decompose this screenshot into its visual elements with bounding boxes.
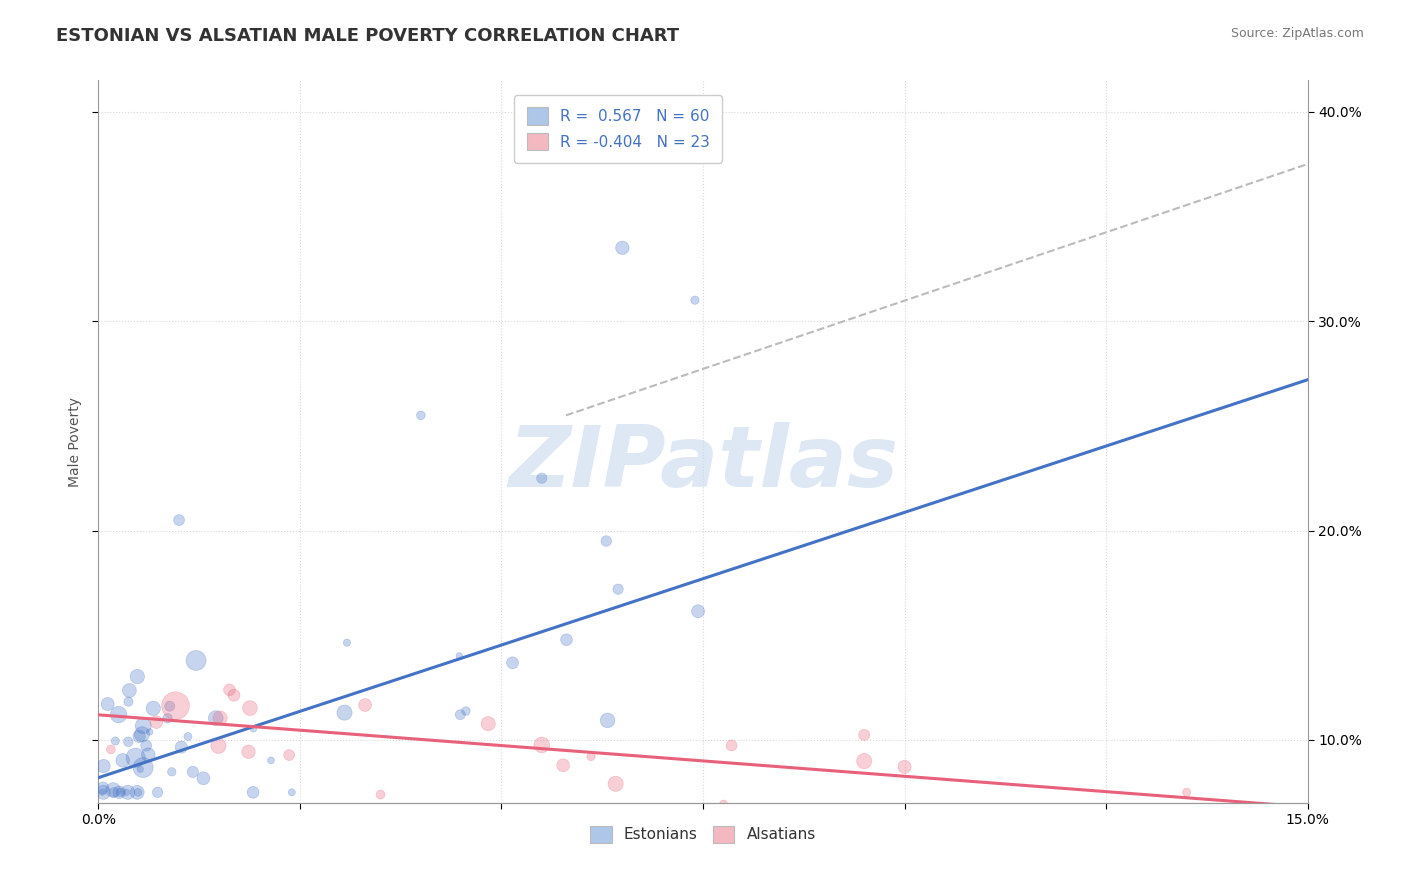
Point: [127, 785, 149, 799]
Point: [612, 241, 634, 255]
Point: [91, 785, 114, 799]
Point: [128, 729, 150, 743]
Legend: Estonians, Alsatians: Estonians, Alsatians: [583, 820, 823, 849]
Point: [184, 653, 207, 667]
Point: [607, 582, 630, 597]
Point: [145, 715, 167, 730]
Point: [124, 751, 146, 765]
Text: ESTONIAN VS ALSATIAN MALE POVERTY CORRELATION CHART: ESTONIAN VS ALSATIAN MALE POVERTY CORREL…: [56, 27, 679, 45]
Point: [242, 785, 264, 799]
Point: [683, 293, 706, 308]
Point: [159, 699, 181, 714]
Point: [449, 648, 471, 663]
Point: [108, 785, 131, 799]
Point: [103, 785, 125, 799]
Text: ZIPatlas: ZIPatlas: [508, 422, 898, 505]
Point: [209, 711, 232, 725]
Point: [117, 735, 139, 749]
Point: [239, 701, 262, 715]
Point: [104, 734, 127, 748]
Point: [136, 747, 159, 762]
Point: [595, 534, 617, 549]
Point: [142, 701, 165, 715]
Point: [278, 747, 301, 762]
Point: [167, 513, 190, 527]
Point: [260, 753, 283, 767]
Point: [115, 785, 138, 799]
Point: [238, 745, 260, 759]
Point: [204, 711, 226, 725]
Point: [103, 783, 125, 797]
Point: [156, 711, 179, 725]
Point: [720, 739, 742, 753]
Point: [713, 797, 735, 811]
Point: [207, 739, 229, 753]
Point: [281, 785, 304, 799]
Point: [336, 636, 359, 650]
Point: [181, 764, 204, 779]
Point: [477, 716, 499, 731]
Point: [530, 471, 553, 485]
Point: [132, 719, 155, 733]
Point: [893, 760, 915, 774]
Point: [218, 682, 240, 697]
Point: [502, 656, 524, 670]
Point: [333, 706, 356, 720]
Point: [579, 749, 602, 764]
Point: [222, 688, 245, 702]
Point: [370, 788, 392, 802]
Point: [853, 728, 876, 742]
Point: [165, 698, 187, 713]
Point: [118, 683, 141, 698]
Point: [100, 742, 122, 756]
Y-axis label: Male Poverty: Male Poverty: [67, 397, 82, 486]
Point: [686, 604, 709, 618]
Point: [91, 785, 114, 799]
Point: [127, 785, 149, 799]
Point: [93, 759, 115, 773]
Point: [138, 725, 160, 739]
Point: [242, 722, 264, 736]
Point: [110, 785, 132, 799]
Point: [160, 764, 183, 779]
Point: [127, 669, 149, 683]
Point: [146, 785, 169, 799]
Point: [170, 740, 193, 755]
Point: [449, 707, 471, 722]
Point: [530, 738, 553, 752]
Point: [132, 760, 155, 774]
Point: [129, 762, 152, 776]
Point: [409, 409, 432, 423]
Point: [111, 753, 134, 767]
Point: [135, 739, 157, 753]
Point: [117, 785, 139, 799]
Point: [1175, 785, 1198, 799]
Point: [177, 730, 200, 744]
Point: [97, 697, 120, 711]
Point: [553, 758, 575, 772]
Point: [605, 777, 627, 791]
Point: [354, 698, 377, 712]
Point: [91, 780, 114, 795]
Point: [117, 695, 139, 709]
Point: [193, 772, 215, 786]
Text: Source: ZipAtlas.com: Source: ZipAtlas.com: [1230, 27, 1364, 40]
Point: [131, 727, 153, 741]
Point: [107, 707, 129, 722]
Point: [596, 714, 619, 728]
Point: [454, 704, 477, 718]
Point: [555, 632, 578, 647]
Point: [853, 754, 876, 768]
